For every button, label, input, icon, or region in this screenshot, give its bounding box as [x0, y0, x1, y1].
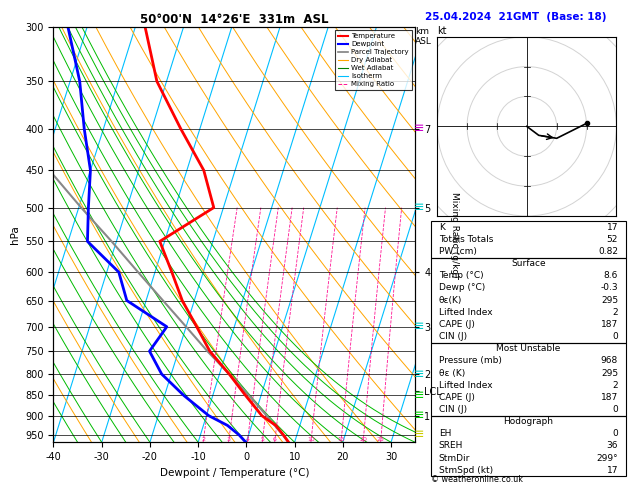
Text: CAPE (J): CAPE (J)	[438, 393, 474, 402]
Text: Totals Totals: Totals Totals	[438, 235, 493, 244]
Text: 0: 0	[612, 405, 618, 414]
Text: CIN (J): CIN (J)	[438, 332, 467, 341]
Text: SREH: SREH	[438, 441, 463, 451]
Text: 25: 25	[377, 437, 384, 442]
Text: -0.3: -0.3	[601, 283, 618, 293]
Text: 295: 295	[601, 368, 618, 378]
Text: 17: 17	[606, 466, 618, 475]
Text: StmDir: StmDir	[438, 453, 470, 463]
Text: Hodograph: Hodograph	[503, 417, 554, 426]
Text: StmSpd (kt): StmSpd (kt)	[438, 466, 493, 475]
Text: ≡: ≡	[414, 122, 425, 135]
Y-axis label: Mixing Ratio (g/kg): Mixing Ratio (g/kg)	[450, 191, 459, 278]
Text: kt: kt	[437, 26, 447, 36]
Text: Most Unstable: Most Unstable	[496, 344, 560, 353]
Text: 20: 20	[359, 437, 367, 442]
Text: K: K	[438, 223, 445, 232]
Text: PW (cm): PW (cm)	[438, 247, 477, 256]
Text: 2: 2	[613, 308, 618, 317]
Text: 968: 968	[601, 356, 618, 365]
Text: 17: 17	[606, 223, 618, 232]
Text: Lifted Index: Lifted Index	[438, 308, 493, 317]
Text: 4: 4	[245, 437, 249, 442]
Text: 52: 52	[607, 235, 618, 244]
Text: ≡: ≡	[414, 367, 425, 381]
Text: θε (K): θε (K)	[438, 368, 465, 378]
Text: ≡: ≡	[414, 428, 425, 441]
Text: 187: 187	[601, 393, 618, 402]
Text: Dewp (°C): Dewp (°C)	[438, 283, 485, 293]
Title: 50°00'N  14°26'E  331m  ASL: 50°00'N 14°26'E 331m ASL	[140, 13, 328, 26]
Text: Temp (°C): Temp (°C)	[438, 271, 483, 280]
Text: 299°: 299°	[596, 453, 618, 463]
Legend: Temperature, Dewpoint, Parcel Trajectory, Dry Adiabat, Wet Adiabat, Isotherm, Mi: Temperature, Dewpoint, Parcel Trajectory…	[335, 30, 411, 90]
Text: Lifted Index: Lifted Index	[438, 381, 493, 390]
Text: 0: 0	[612, 332, 618, 341]
Text: ≡: ≡	[414, 201, 425, 214]
Text: 2: 2	[201, 437, 205, 442]
Text: CAPE (J): CAPE (J)	[438, 320, 474, 329]
Bar	[431, 258, 626, 343]
Text: 295: 295	[601, 295, 618, 305]
Text: ≡: ≡	[414, 320, 425, 333]
Text: 0: 0	[612, 429, 618, 438]
Text: 5: 5	[260, 437, 264, 442]
Text: 3: 3	[226, 437, 231, 442]
Bar	[431, 221, 626, 258]
Text: ≡: ≡	[414, 389, 425, 402]
Bar	[431, 416, 626, 476]
Text: Surface: Surface	[511, 259, 546, 268]
Text: 15: 15	[337, 437, 345, 442]
Text: © weatheronline.co.uk: © weatheronline.co.uk	[431, 474, 523, 484]
Text: EH: EH	[438, 429, 451, 438]
Text: 8.6: 8.6	[604, 271, 618, 280]
Text: 10: 10	[307, 437, 314, 442]
Text: 6: 6	[273, 437, 277, 442]
Text: 36: 36	[606, 441, 618, 451]
Bar	[431, 343, 626, 416]
Y-axis label: hPa: hPa	[9, 225, 19, 244]
Text: 187: 187	[601, 320, 618, 329]
Text: CIN (J): CIN (J)	[438, 405, 467, 414]
Text: Pressure (mb): Pressure (mb)	[438, 356, 501, 365]
Text: 0.82: 0.82	[598, 247, 618, 256]
Text: ≡: ≡	[414, 409, 425, 422]
Text: 2: 2	[613, 381, 618, 390]
Text: θε(K): θε(K)	[438, 295, 462, 305]
Text: km
ASL: km ASL	[415, 27, 432, 46]
X-axis label: Dewpoint / Temperature (°C): Dewpoint / Temperature (°C)	[160, 468, 309, 478]
Text: 25.04.2024  21GMT  (Base: 18): 25.04.2024 21GMT (Base: 18)	[425, 12, 606, 22]
